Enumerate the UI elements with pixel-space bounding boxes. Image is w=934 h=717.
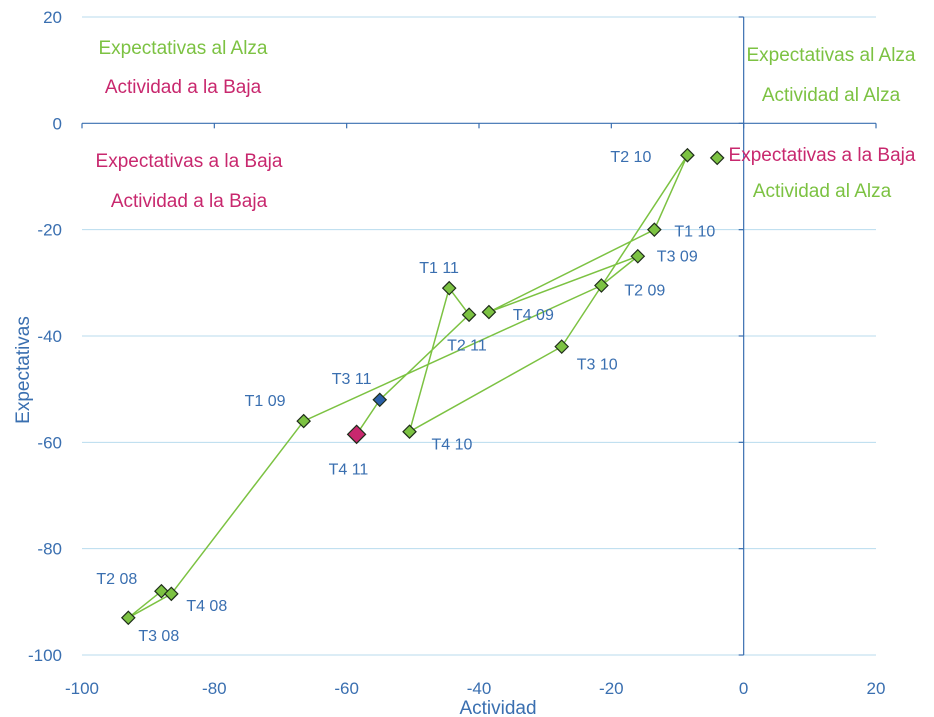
marker-t3-08 xyxy=(120,610,136,626)
marker-t2-10 xyxy=(680,147,695,163)
point-label: T4 11 xyxy=(329,461,369,478)
marker-t1-10 xyxy=(646,222,662,238)
x-axis-title: Actividad xyxy=(459,698,536,717)
point-label: T3 10 xyxy=(577,357,618,374)
marker-t2-09 xyxy=(594,278,609,293)
point-label: T3 08 xyxy=(138,628,179,645)
tick-labels: -100 -80 -60 -40 -20 0 20 -100 -80 -60 -40 -20 0 20 xyxy=(28,8,885,698)
x-tick-label: -100 xyxy=(65,679,99,698)
quadrant-label-line2: Actividad a la Baja xyxy=(105,77,262,98)
point-labels: T2 08 T3 08 T4 08 T1 09 T2 09 T3 09 T4 09 T1 10… xyxy=(96,149,715,645)
x-tick-label: -40 xyxy=(467,679,492,698)
marker-t4-08 xyxy=(163,586,179,602)
y-tick-label: -80 xyxy=(37,540,62,559)
point-label: T3 11 xyxy=(332,371,372,388)
y-tick-label: -100 xyxy=(28,646,62,665)
point-label: T2 08 xyxy=(96,571,137,588)
point-label: T2 09 xyxy=(624,282,665,299)
point-label: T4 10 xyxy=(432,437,473,454)
quadrant-labels: Expectativas al Alza Actividad a la Baja E… xyxy=(96,38,916,212)
marker-t4-10 xyxy=(402,424,417,440)
axes xyxy=(81,16,877,656)
y-tick-label: 0 xyxy=(53,114,62,133)
x-tick-label: -20 xyxy=(599,679,624,698)
quadrant-label-line1: Expectativas al Alza xyxy=(747,45,916,66)
quadrant-label-line1: Expectativas a la Baja xyxy=(96,151,283,172)
x-tick-label: -60 xyxy=(334,679,359,698)
y-axis-title: Expectativas xyxy=(13,316,34,424)
point-label: T4 08 xyxy=(186,598,227,615)
marker-extra xyxy=(709,150,725,166)
x-tick-label: -80 xyxy=(202,679,227,698)
marker-t1-09 xyxy=(296,413,312,429)
x-tick-label: 20 xyxy=(867,679,886,698)
marker-t3-10 xyxy=(554,339,570,354)
y-tick-label: 20 xyxy=(43,8,62,27)
point-label: T2 10 xyxy=(610,149,651,166)
quadrant-label-line1: Expectativas al Alza xyxy=(99,38,268,59)
marker-t1-11 xyxy=(441,280,457,296)
quadrant-label-line1: Expectativas a la Baja xyxy=(729,145,916,166)
marker-t2-11 xyxy=(461,307,477,323)
point-label: T1 11 xyxy=(419,260,459,277)
marker-t4-11 xyxy=(346,424,367,445)
point-label: T3 09 xyxy=(657,248,698,265)
gridlines xyxy=(82,16,876,656)
point-label: T2 11 xyxy=(447,338,487,355)
point-label: T4 09 xyxy=(513,307,554,324)
marker-t3-11 xyxy=(372,392,388,408)
quadrant-label-line2: Actividad a la Baja xyxy=(111,191,268,212)
y-tick-label: -40 xyxy=(37,327,62,346)
point-label: T1 10 xyxy=(674,224,715,241)
y-tick-label: -20 xyxy=(37,221,62,240)
quadrant-label-line2: Actividad al Alza xyxy=(762,85,901,106)
data-markers xyxy=(120,147,725,626)
x-tick-label: 0 xyxy=(739,679,748,698)
marker-t3-09 xyxy=(630,248,646,264)
point-label: T1 09 xyxy=(245,393,286,410)
y-tick-label: -60 xyxy=(37,433,62,452)
marker-t4-09 xyxy=(481,304,497,320)
quadrant-label-line2: Actividad al Alza xyxy=(753,181,892,202)
